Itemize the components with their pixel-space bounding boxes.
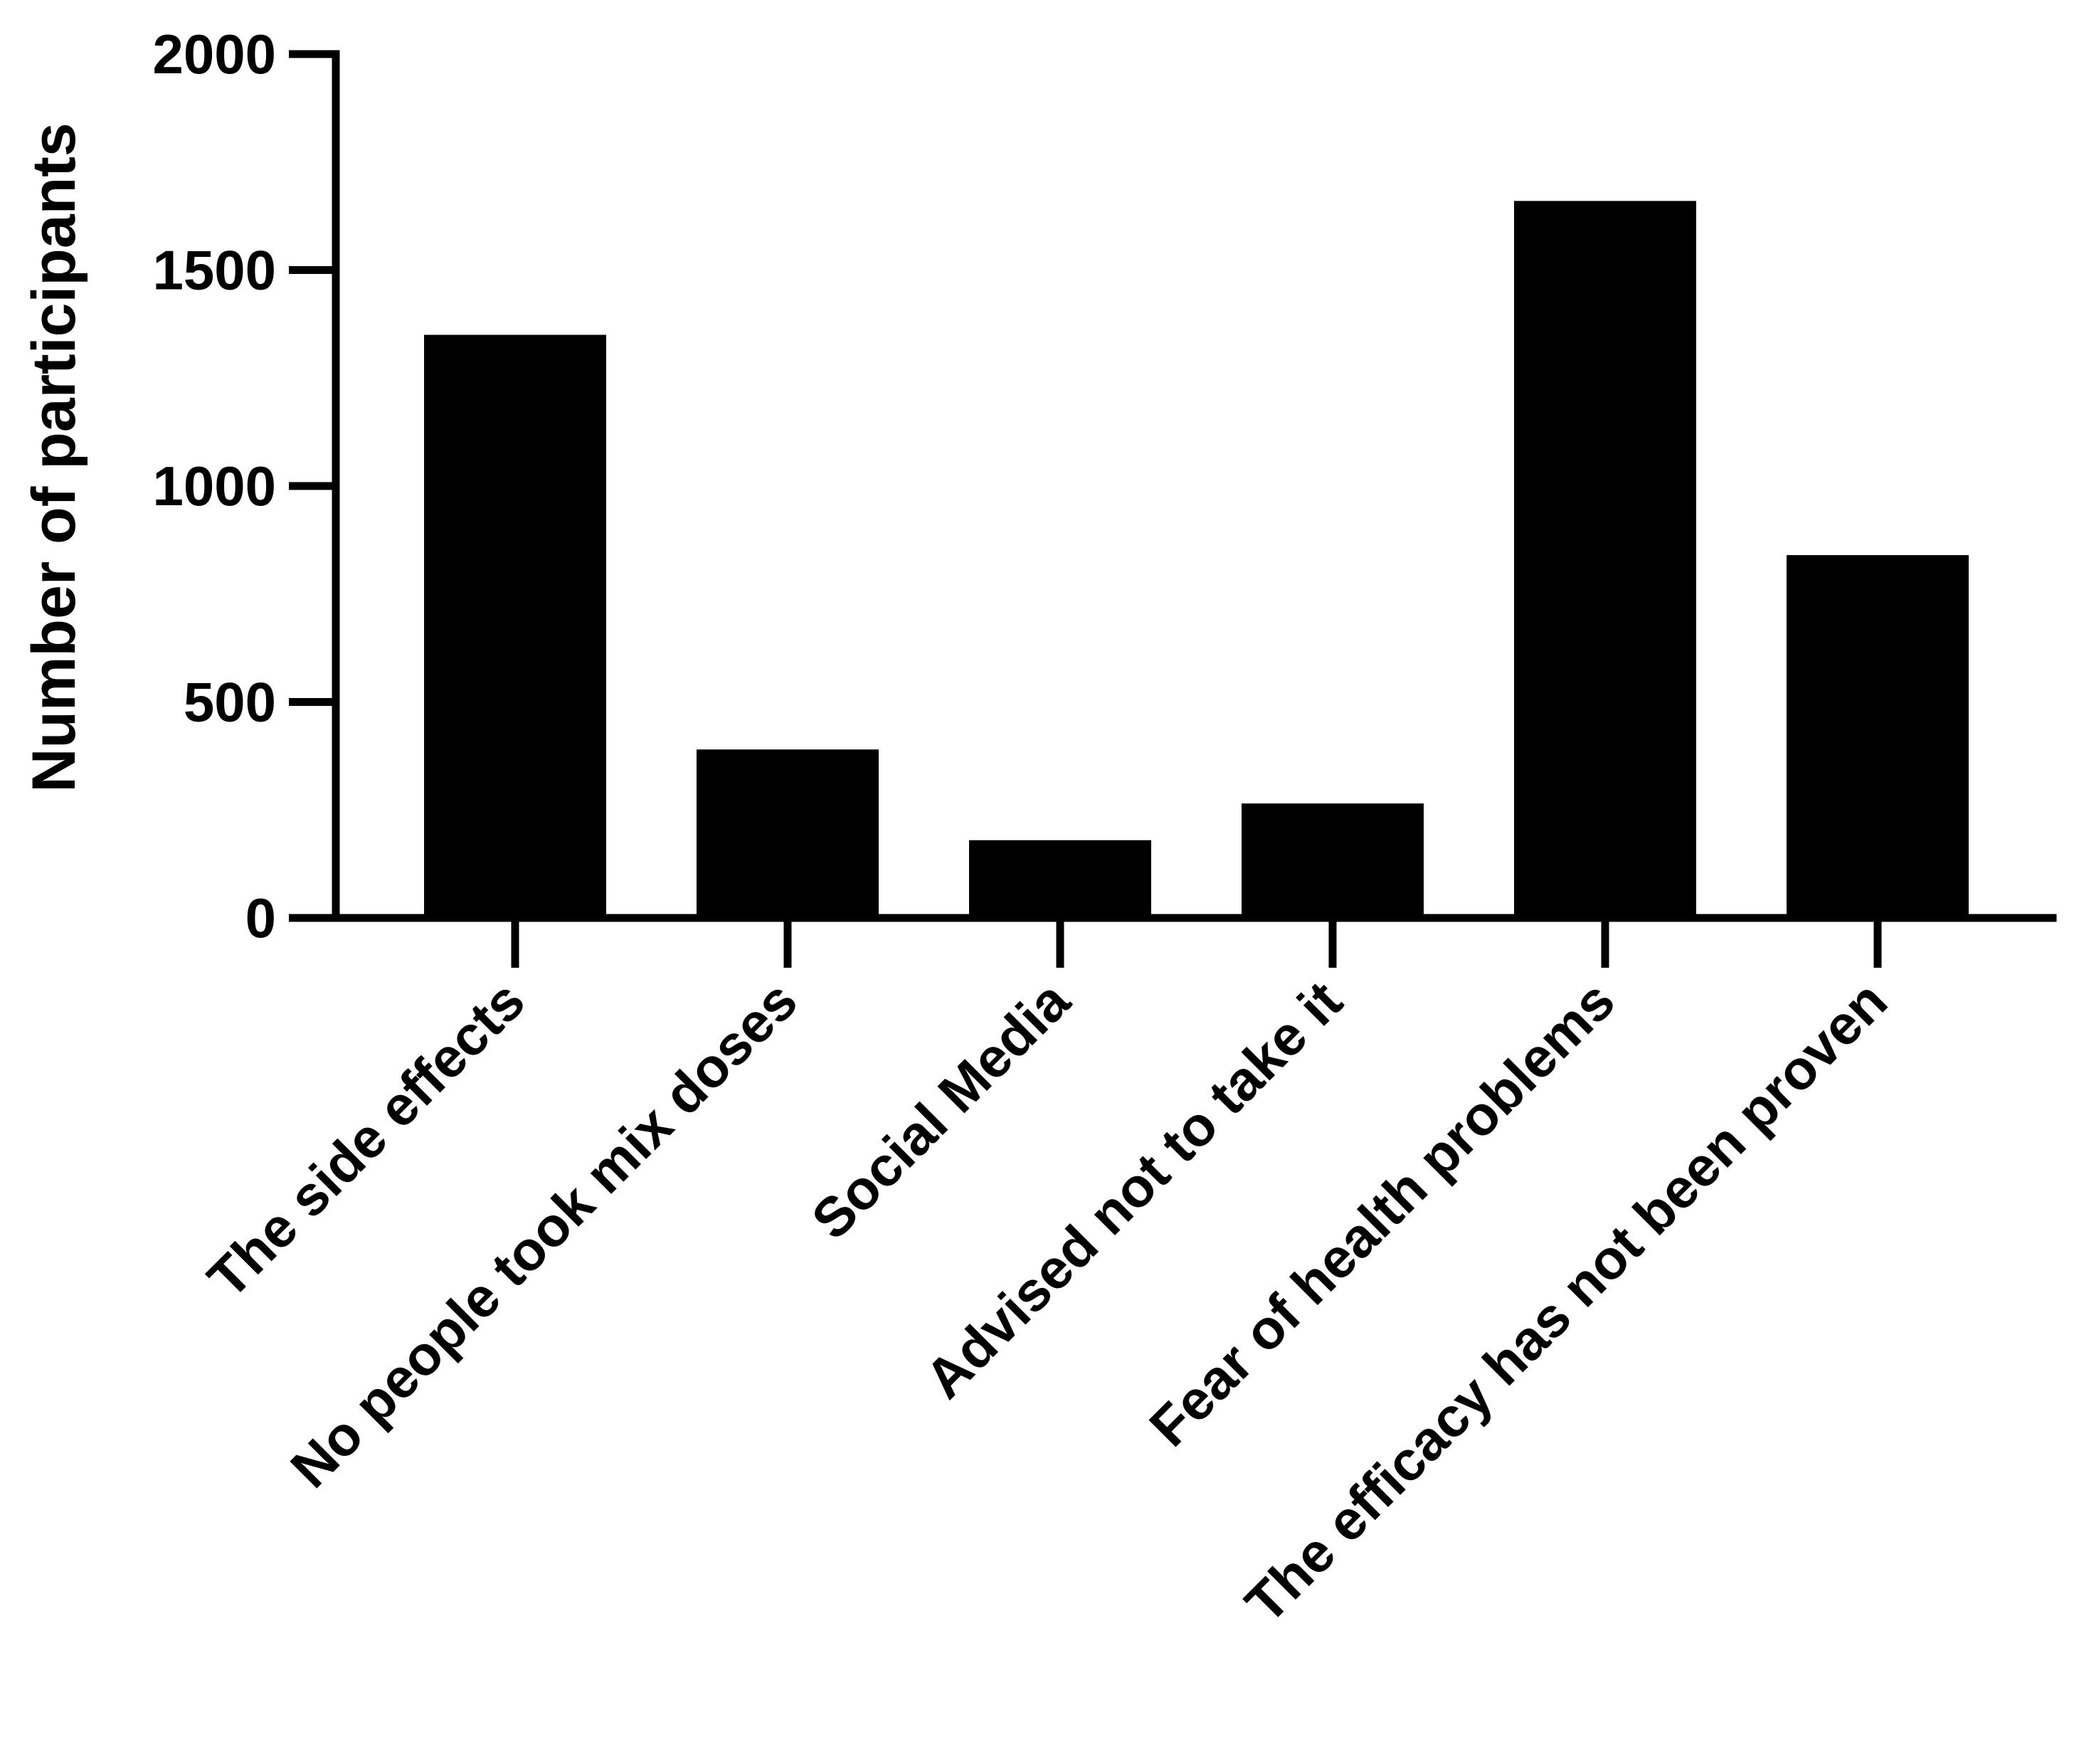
x-tick-label: Social Media [800, 968, 1082, 1251]
axes [332, 50, 2057, 922]
bar-6 [1787, 555, 1969, 918]
bars [424, 201, 1969, 918]
x-tick-label: No people took mix doses [278, 969, 809, 1500]
y-axis-ticks: 0 500 1000 1500 2000 [152, 23, 336, 949]
bar-4 [1242, 803, 1424, 918]
bar-2 [697, 749, 879, 918]
y-tick-label: 2000 [152, 23, 276, 85]
y-axis-title: Number of participants [20, 122, 88, 792]
bar-1 [424, 334, 606, 918]
bar-3 [969, 840, 1151, 918]
y-tick-label: 0 [245, 887, 276, 949]
x-tick-label: Fear of health problems [1138, 969, 1626, 1458]
y-tick-label: 500 [184, 671, 276, 734]
x-axis-ticks [511, 918, 1882, 968]
y-tick-label: 1000 [152, 455, 276, 517]
y-tick-label: 1500 [152, 239, 276, 302]
bar-5 [1514, 201, 1696, 918]
